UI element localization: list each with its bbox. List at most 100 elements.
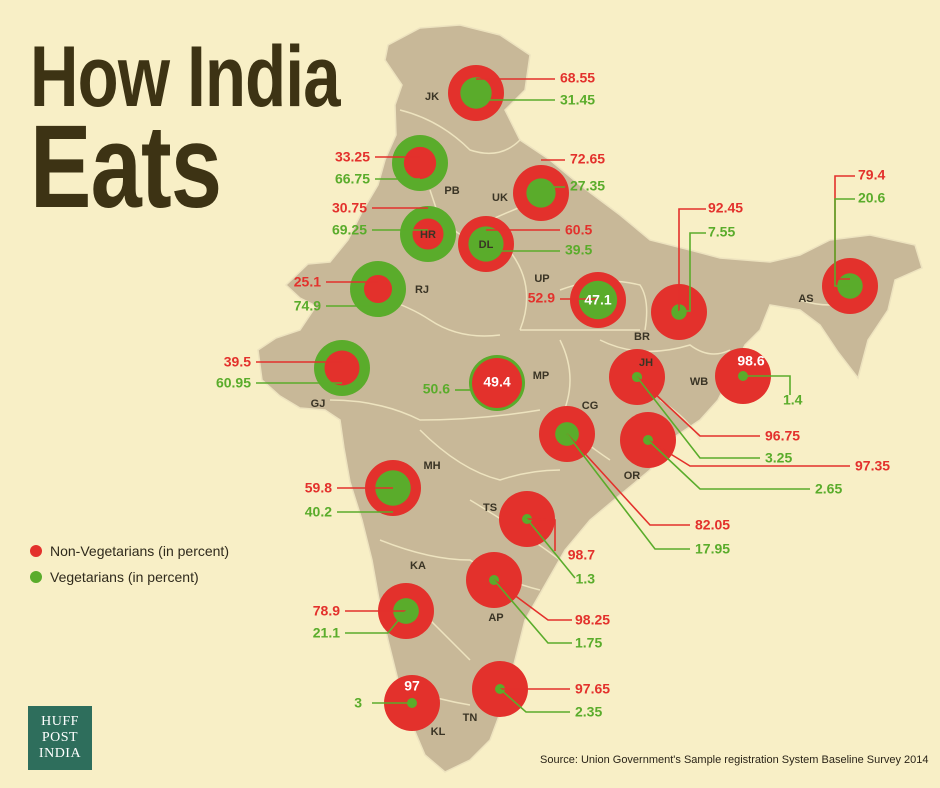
value-inner-mp: 49.4 bbox=[483, 374, 510, 390]
value-nonveg-as: 79.4 bbox=[858, 167, 885, 183]
value-nonveg-ts: 98.7 bbox=[568, 547, 595, 563]
legend-item-veg: Vegetarians (in percent) bbox=[30, 564, 229, 590]
leader-veg-or bbox=[647, 439, 810, 490]
value-inner-up: 47.1 bbox=[584, 292, 611, 308]
state-code-uk: UK bbox=[492, 192, 508, 204]
non-veg-dot-icon bbox=[30, 545, 42, 557]
legend-label-non-veg: Non-Vegetarians (in percent) bbox=[50, 543, 229, 559]
state-code-kl: KL bbox=[431, 726, 446, 738]
leader-veg-wb bbox=[743, 375, 791, 395]
marker-inner-hr bbox=[412, 218, 444, 250]
value-nonveg-or: 97.35 bbox=[855, 458, 890, 474]
value-nonveg-dl: 60.5 bbox=[565, 222, 592, 238]
value-nonveg-uk: 72.65 bbox=[570, 151, 605, 167]
state-code-or: OR bbox=[624, 470, 641, 482]
value-veg-hr: 69.25 bbox=[332, 222, 367, 238]
value-nonveg-br: 92.45 bbox=[708, 200, 743, 216]
marker-inner-gj bbox=[324, 350, 360, 386]
value-veg-ap: 1.75 bbox=[575, 635, 602, 651]
leader-veg-ts bbox=[526, 518, 576, 579]
value-veg-br: 7.55 bbox=[708, 224, 735, 240]
value-nonveg-hr: 30.75 bbox=[332, 200, 367, 216]
source-note: Source: Union Government's Sample regist… bbox=[540, 754, 929, 766]
state-code-rj: RJ bbox=[415, 284, 429, 296]
value-veg-pb: 66.75 bbox=[335, 171, 370, 187]
state-code-ka: KA bbox=[410, 560, 426, 572]
value-veg-tn: 2.35 bbox=[575, 704, 602, 720]
value-nonveg-gj: 39.5 bbox=[224, 354, 251, 370]
leader-nonveg-jh bbox=[636, 376, 760, 437]
state-code-ap: AP bbox=[488, 612, 503, 624]
leader-veg-ka bbox=[345, 610, 407, 634]
india-outline bbox=[257, 24, 923, 773]
leader-veg-tn bbox=[499, 688, 570, 713]
value-veg-as: 20.6 bbox=[858, 190, 885, 206]
legend-item-non-veg: Non-Vegetarians (in percent) bbox=[30, 538, 229, 564]
value-nonveg-up: 52.9 bbox=[528, 290, 555, 306]
value-veg-mh: 40.2 bbox=[305, 504, 332, 520]
state-markers: 68.5531.45JK33.2566.75PB72.6527.35UK30.7… bbox=[216, 65, 890, 738]
title-line-2: Eats bbox=[30, 101, 222, 233]
veg-dot-icon bbox=[30, 571, 42, 583]
leader-veg-br bbox=[679, 232, 706, 312]
value-nonveg-pb: 33.25 bbox=[335, 149, 370, 165]
leader-nonveg-br bbox=[678, 208, 706, 311]
state-code-wb: WB bbox=[690, 376, 708, 388]
value-veg-jh: 3.25 bbox=[765, 450, 792, 466]
state-code-cg: CG bbox=[582, 400, 599, 412]
leader-veg-ap bbox=[493, 579, 572, 644]
legend-label-veg: Vegetarians (in percent) bbox=[50, 569, 199, 585]
state-code-up: UP bbox=[534, 273, 549, 285]
marker-inner-dl bbox=[468, 226, 504, 262]
state-code-gj: GJ bbox=[311, 398, 326, 410]
value-veg-wb: 1.4 bbox=[783, 392, 803, 408]
state-code-mp: MP bbox=[533, 370, 550, 382]
value-inner-wb: 98.6 bbox=[737, 353, 764, 369]
state-code-pb: PB bbox=[444, 185, 459, 197]
value-veg-ts: 1.3 bbox=[576, 571, 596, 587]
state-code-hr: HR bbox=[420, 229, 436, 241]
legend: Non-Vegetarians (in percent) Vegetarians… bbox=[30, 538, 229, 590]
marker-inner-pb bbox=[403, 146, 437, 180]
state-code-as: AS bbox=[798, 293, 813, 305]
state-code-br: BR bbox=[634, 331, 650, 343]
value-veg-jk: 31.45 bbox=[560, 92, 595, 108]
leader-nonveg-ts bbox=[526, 518, 556, 551]
huffpost-india-logo: HUFF POST INDIA bbox=[28, 706, 92, 770]
value-nonveg-rj: 25.1 bbox=[294, 274, 321, 290]
leader-veg-cg bbox=[566, 433, 690, 550]
state-code-jk: JK bbox=[425, 91, 439, 103]
marker-inner-up bbox=[578, 280, 618, 320]
value-veg-gj: 60.95 bbox=[216, 375, 251, 391]
state-code-tn: TN bbox=[463, 712, 478, 724]
state-code-mh: MH bbox=[423, 460, 440, 472]
title-line-1: How India bbox=[30, 29, 341, 125]
state-code-jh: JH bbox=[639, 357, 653, 369]
leader-nonveg-cg bbox=[566, 433, 690, 526]
leader-nonveg-or bbox=[647, 439, 850, 467]
value-nonveg-ap: 98.25 bbox=[575, 612, 610, 628]
leader-nonveg-ap bbox=[493, 579, 572, 621]
value-veg-or: 2.65 bbox=[815, 481, 842, 497]
marker-inner-br bbox=[671, 304, 687, 320]
marker-inner-jk bbox=[460, 77, 492, 109]
value-nonveg-ka: 78.9 bbox=[313, 603, 340, 619]
state-code-dl: DL bbox=[479, 239, 494, 251]
value-veg-uk: 27.35 bbox=[570, 178, 605, 194]
value-inner-kl: 97 bbox=[404, 678, 420, 694]
marker-inner-rj bbox=[363, 274, 393, 304]
value-veg-dl: 39.5 bbox=[565, 242, 592, 258]
value-nonveg-jk: 68.55 bbox=[560, 70, 595, 86]
leader-veg-as bbox=[834, 198, 855, 287]
value-veg-mp: 50.6 bbox=[423, 381, 450, 397]
leader-veg-jh bbox=[636, 376, 760, 459]
value-veg-kl: 3 bbox=[354, 695, 362, 711]
state-code-ts: TS bbox=[483, 502, 497, 514]
value-nonveg-tn: 97.65 bbox=[575, 681, 610, 697]
value-veg-rj: 74.9 bbox=[294, 298, 321, 314]
value-veg-ka: 21.1 bbox=[313, 625, 340, 641]
marker-inner-uk bbox=[526, 178, 556, 208]
value-veg-cg: 17.95 bbox=[695, 541, 730, 557]
